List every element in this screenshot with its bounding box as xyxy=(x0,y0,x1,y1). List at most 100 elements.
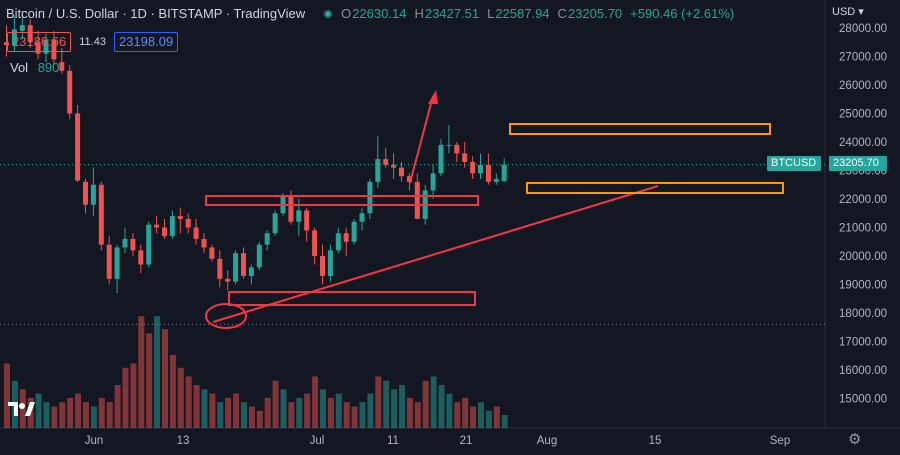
candle-body xyxy=(264,233,270,245)
volume-bar xyxy=(185,376,192,428)
support-box xyxy=(228,291,476,306)
volume-bar xyxy=(248,406,255,428)
candle-body xyxy=(501,164,507,182)
candle-body xyxy=(351,221,357,242)
candle-body xyxy=(383,159,389,165)
volume-bar xyxy=(343,402,350,428)
candle-body xyxy=(320,256,325,276)
candle-body xyxy=(304,210,310,231)
volume-bar xyxy=(114,385,121,428)
volume-bar xyxy=(438,385,445,428)
candle-body xyxy=(146,224,152,265)
volume-bar xyxy=(201,389,208,428)
time-label: 13 xyxy=(177,435,190,447)
volume-bar xyxy=(67,397,74,428)
candle-body xyxy=(98,184,104,245)
volume-bar xyxy=(75,393,82,428)
volume-bar xyxy=(485,410,492,428)
candle-body xyxy=(485,164,491,182)
candle-body xyxy=(138,250,144,265)
volume-bar xyxy=(154,316,161,428)
trendline xyxy=(212,185,659,323)
candle-body xyxy=(51,39,57,60)
time-label: 21 xyxy=(460,435,473,447)
candle-body xyxy=(162,227,167,237)
last-price-tag: 23205.70 xyxy=(829,156,887,171)
candle-body xyxy=(130,238,136,251)
candle-body xyxy=(185,218,191,228)
candle-body xyxy=(296,210,302,222)
currency-selector[interactable]: USD ▾ xyxy=(832,5,864,18)
volume-label[interactable]: Vol xyxy=(10,60,29,75)
volume-bar xyxy=(406,397,413,428)
resistance-box xyxy=(205,195,479,206)
candle-body xyxy=(391,164,397,168)
candle-body xyxy=(201,238,207,248)
candle-body xyxy=(446,144,452,146)
volume-bar xyxy=(312,376,319,428)
candle-body xyxy=(414,181,420,219)
volume-bar xyxy=(501,415,508,428)
candle-body xyxy=(248,267,254,276)
volume-bar xyxy=(272,380,279,428)
candle-body xyxy=(241,253,246,276)
symbol-tag: BTCUSD xyxy=(767,156,821,171)
gear-icon[interactable]: ⚙ xyxy=(848,431,862,448)
volume-bar xyxy=(383,380,390,428)
candle-body xyxy=(327,250,333,276)
candle-body xyxy=(406,176,412,182)
candle-body xyxy=(43,39,49,54)
volume-bar xyxy=(430,376,437,428)
tradingview-logo[interactable] xyxy=(6,398,38,420)
volume-value: 890 xyxy=(37,60,60,75)
volume-bar xyxy=(256,410,263,428)
volume-bar xyxy=(304,393,311,428)
candle-body xyxy=(470,161,476,174)
volume-bar xyxy=(454,402,461,428)
bid-price-button[interactable]: 23186.66 xyxy=(7,32,72,52)
ask-price-button[interactable]: 23198.09 xyxy=(113,32,179,52)
candle-body xyxy=(169,216,175,237)
volume-bar xyxy=(422,380,429,428)
volume-bar xyxy=(98,397,105,428)
volume-bar xyxy=(59,402,66,428)
volume-bar xyxy=(264,397,271,428)
symbol-title[interactable]: Bitcoin / U.S. Dollar · 1D · BITSTAMP · … xyxy=(6,6,306,21)
volume-bar xyxy=(122,367,129,428)
candle-body xyxy=(4,42,9,46)
volume-bar xyxy=(446,393,453,428)
volume-bar xyxy=(375,376,382,428)
candle-body xyxy=(114,247,120,279)
volume-bar xyxy=(138,316,145,428)
volume-bar xyxy=(35,393,42,428)
volume-bar xyxy=(367,393,374,428)
candle-body xyxy=(75,113,81,181)
volume-bar xyxy=(4,363,10,428)
candle-body xyxy=(312,230,318,256)
time-label: Sep xyxy=(770,435,790,447)
open-value: 22630.14 xyxy=(352,6,407,21)
candle-body xyxy=(83,181,88,205)
volume-bar xyxy=(169,354,176,428)
volume-bar xyxy=(83,402,89,428)
bid-ask-row: 23186.66 11.43 23198.09 xyxy=(7,32,179,52)
currency-label: USD xyxy=(832,6,856,18)
time-label: Aug xyxy=(537,435,557,447)
candle-body xyxy=(35,42,41,54)
volume-bar xyxy=(233,393,240,428)
change-value: +590.46 (+2.61%) xyxy=(630,6,735,21)
volume-legend: Vol 890 xyxy=(10,60,59,75)
time-label: 11 xyxy=(387,435,399,447)
candle-body xyxy=(11,29,17,46)
candle-body xyxy=(233,253,239,282)
spread-value: 11.43 xyxy=(79,36,106,48)
volume-bar xyxy=(241,402,247,428)
price-tick-label: 21000.00 xyxy=(839,223,887,235)
volume-bar xyxy=(106,402,113,428)
volume-bar xyxy=(493,406,500,428)
volume-bar xyxy=(146,333,153,428)
volume-bar xyxy=(359,402,366,428)
volume-bar xyxy=(280,389,287,428)
